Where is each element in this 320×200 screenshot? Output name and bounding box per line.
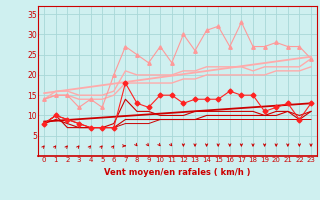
X-axis label: Vent moyen/en rafales ( km/h ): Vent moyen/en rafales ( km/h ) — [104, 168, 251, 177]
